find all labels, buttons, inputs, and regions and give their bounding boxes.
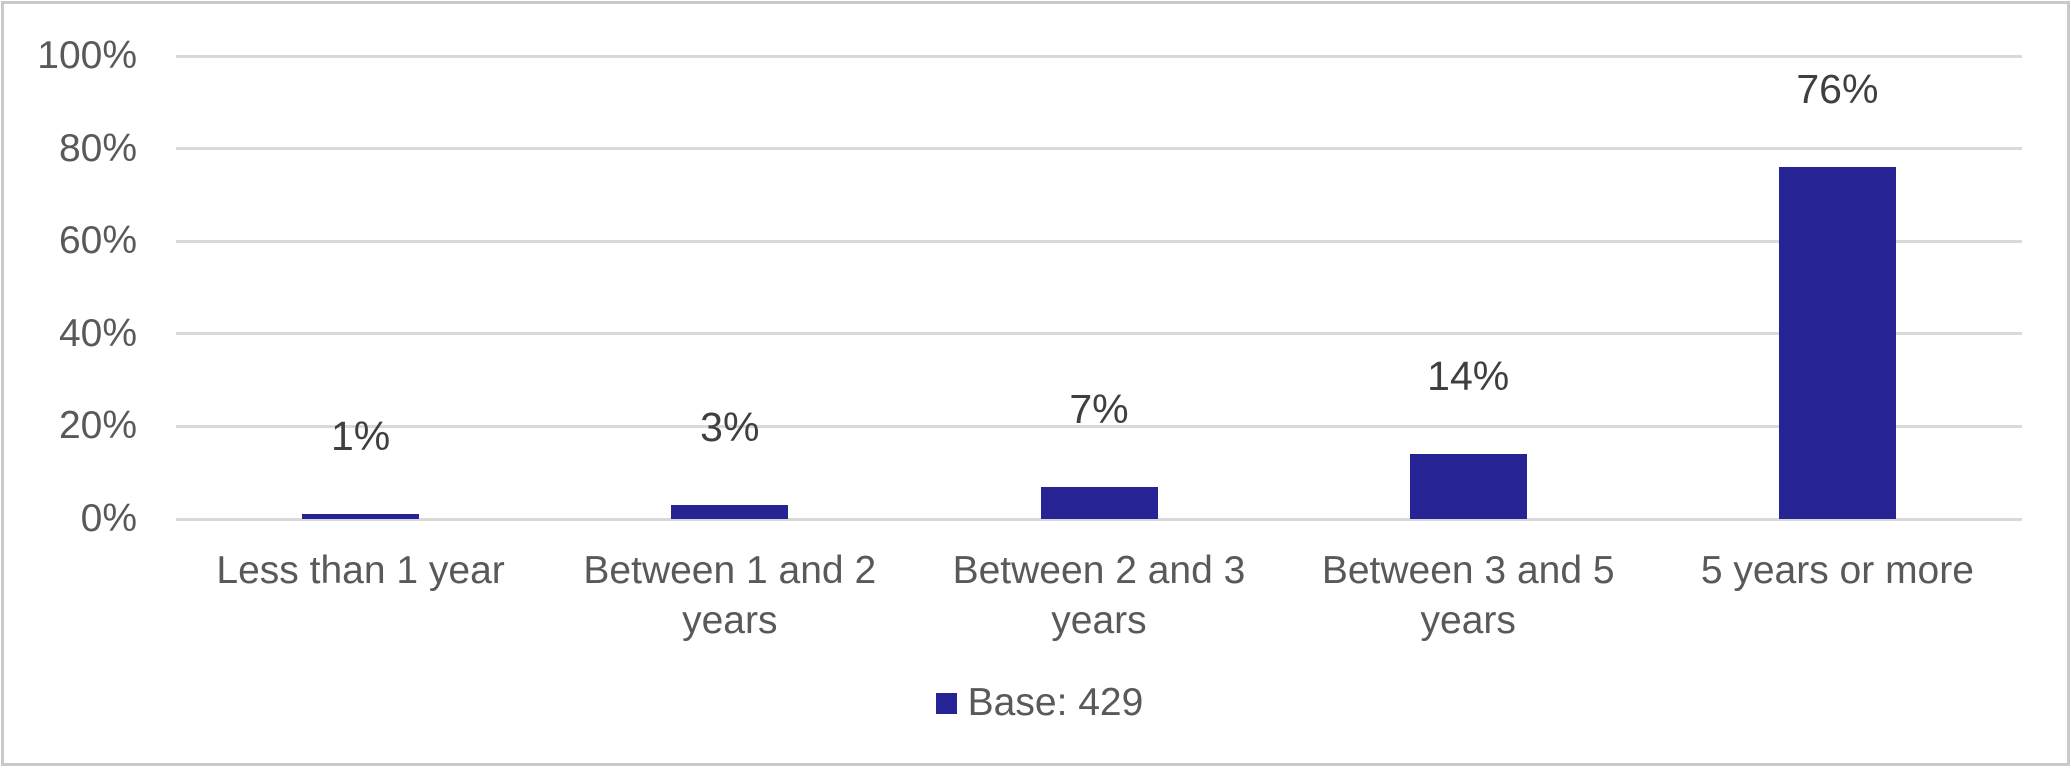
legend: Base: 429 bbox=[4, 680, 2071, 726]
category-label: Between 3 and 5 years bbox=[1321, 549, 1615, 642]
y-axis-tick-label: 40% bbox=[58, 311, 137, 355]
data-label: 14% bbox=[1427, 353, 1510, 400]
category-label: Between 1 and 2 years bbox=[583, 549, 877, 642]
bar-4 bbox=[1409, 454, 1527, 519]
category-label: 5 years or more bbox=[1700, 549, 1974, 592]
gridline-20 bbox=[176, 424, 2022, 428]
data-label: 76% bbox=[1796, 66, 1879, 113]
bar-5 bbox=[1778, 167, 1896, 519]
bar-1 bbox=[302, 514, 420, 519]
data-label: 7% bbox=[1069, 385, 1129, 432]
y-axis-tick-label: 20% bbox=[58, 404, 137, 448]
gridline-0 bbox=[176, 517, 2022, 521]
bar-3 bbox=[1040, 486, 1158, 519]
gridline-60 bbox=[176, 239, 2022, 243]
bar-2 bbox=[671, 505, 789, 519]
gridline-80 bbox=[176, 147, 2022, 151]
y-axis-tick-label: 80% bbox=[58, 126, 137, 170]
plot-area: 0% 20% 40% 60% 80% 100% 1% Less than 1 year 3% Be… bbox=[4, 4, 2071, 771]
y-axis-tick-label: 0% bbox=[80, 497, 137, 540]
category-label: Between 2 and 3 years bbox=[952, 549, 1246, 642]
y-axis-tick-label: 60% bbox=[58, 219, 137, 263]
gridline-100 bbox=[176, 54, 2022, 58]
gridline-40 bbox=[176, 332, 2022, 336]
legend-swatch bbox=[935, 692, 957, 714]
data-label: 1% bbox=[330, 413, 391, 460]
legend-label: Base: 429 bbox=[967, 681, 1144, 724]
category-label: Less than 1 year bbox=[216, 549, 505, 592]
y-axis-tick-label: 100% bbox=[37, 34, 137, 77]
data-label: 3% bbox=[700, 404, 760, 451]
